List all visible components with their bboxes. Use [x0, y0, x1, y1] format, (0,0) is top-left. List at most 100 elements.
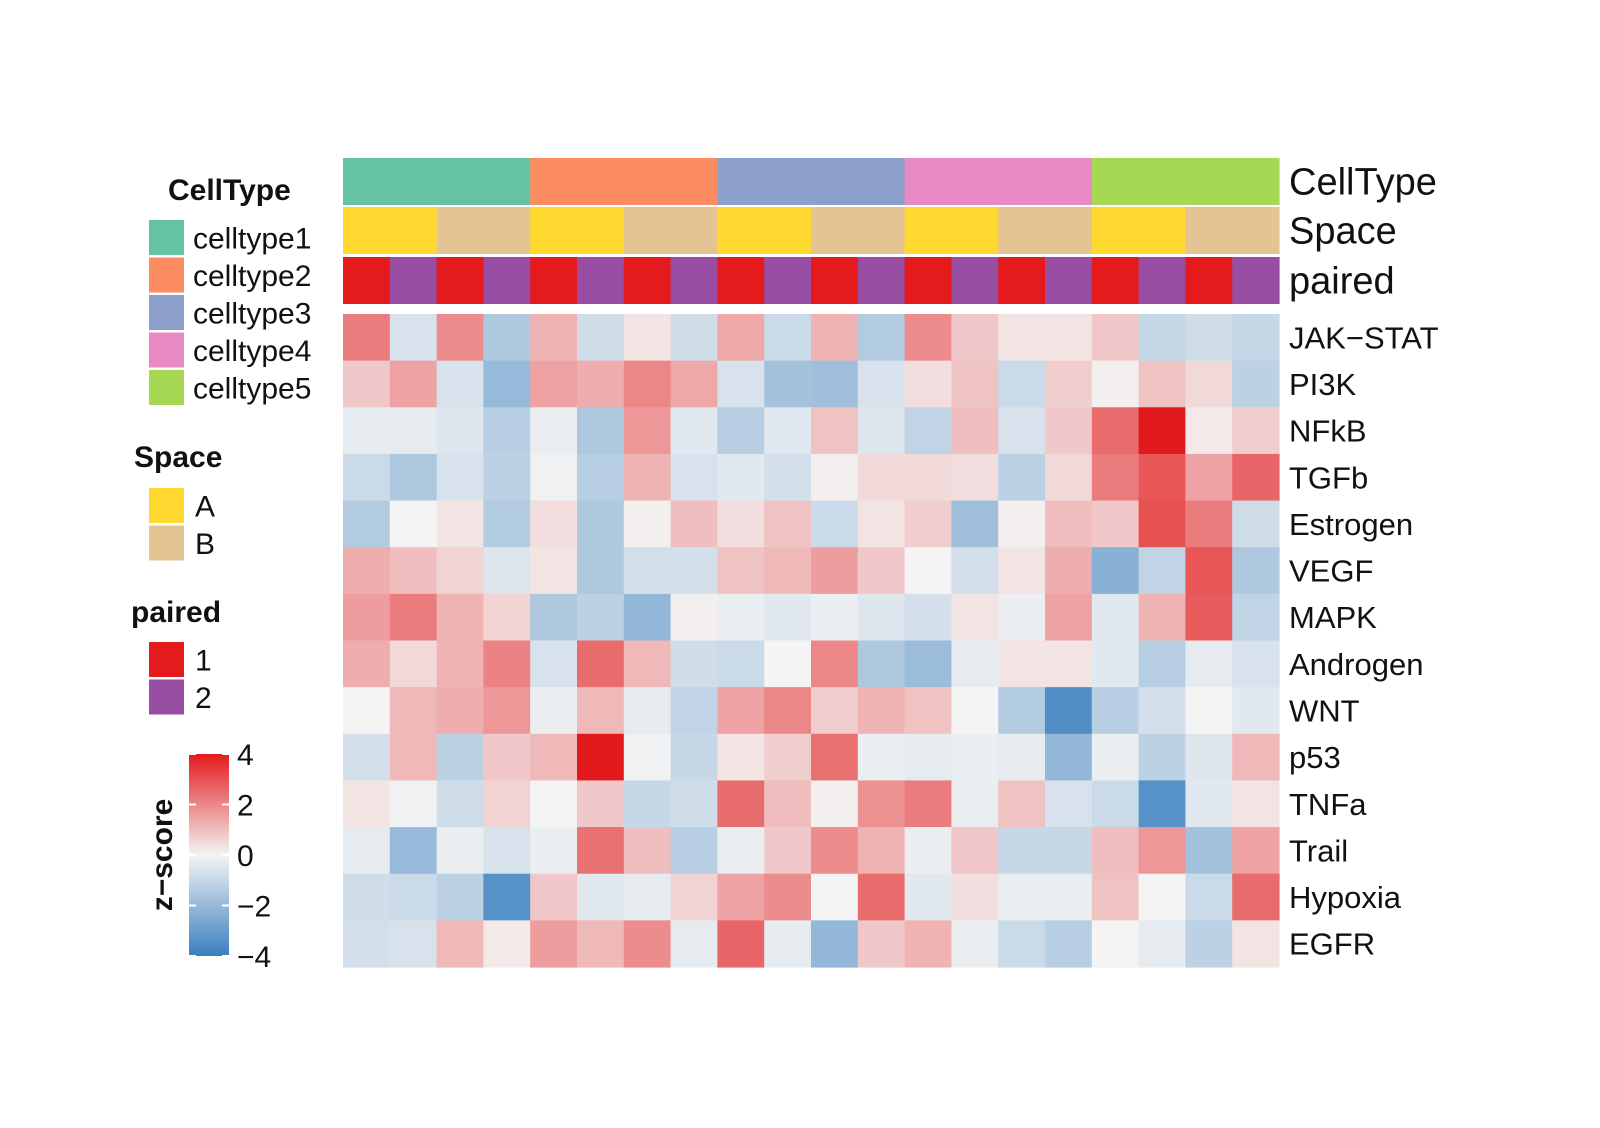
- heatmap-cell: [1232, 593, 1280, 642]
- heatmap-cell: [764, 640, 812, 688]
- heatmap-cell: [577, 873, 625, 921]
- heatmap-cell: [811, 547, 859, 595]
- annotation-cell-space: [811, 207, 859, 254]
- heatmap-cell: [1232, 547, 1280, 595]
- heatmap-cell: [1185, 827, 1233, 875]
- heatmap-cell: [764, 920, 812, 968]
- heatmap-cell: [623, 314, 672, 362]
- heatmap-cell: [1045, 827, 1093, 875]
- legend-key: [149, 370, 184, 405]
- legend-title: Space: [134, 441, 222, 474]
- heatmap-cell: [1185, 314, 1233, 362]
- heatmap-cell: [530, 687, 578, 735]
- heatmap-cell: [389, 733, 438, 782]
- row-label: Trail: [1289, 833, 1348, 868]
- heatmap-cell: [577, 827, 625, 875]
- heatmap-cell: [1138, 827, 1186, 875]
- heatmap-cell: [998, 640, 1046, 688]
- heatmap-cell: [670, 873, 718, 921]
- annotation-cell-celltype: [811, 158, 859, 205]
- heatmap-cell: [951, 873, 999, 921]
- heatmap-cell: [577, 360, 625, 408]
- heatmap-cell: [1045, 640, 1093, 688]
- legend-label: A: [195, 491, 215, 524]
- heatmap-cell: [857, 547, 906, 595]
- annotation-cell-space: [1138, 207, 1186, 254]
- annotation-cell-paired: [717, 257, 765, 304]
- annotation-cell-paired: [343, 257, 391, 304]
- row-label: NFkB: [1289, 414, 1367, 449]
- row-label: MAPK: [1289, 600, 1377, 635]
- heatmap-cell: [857, 827, 906, 875]
- heatmap-cell: [998, 547, 1046, 595]
- heatmap-cell: [717, 547, 765, 595]
- heatmap-cell: [1138, 687, 1186, 735]
- heatmap-cell: [717, 687, 765, 735]
- heatmap-cell: [530, 733, 578, 782]
- heatmap-cell: [1138, 407, 1186, 455]
- heatmap-cell: [436, 780, 484, 828]
- heatmap-cell: [436, 360, 484, 408]
- annotation-cell-celltype: [483, 158, 531, 205]
- heatmap-cell: [623, 500, 672, 548]
- annotation-cell-space: [951, 207, 999, 254]
- annotation-cell-space: [577, 207, 625, 254]
- heatmap-cell: [1185, 453, 1233, 502]
- heatmap-cell: [1045, 687, 1093, 735]
- heatmap-cell: [1138, 920, 1186, 968]
- legend-key: [149, 220, 184, 255]
- heatmap-cell: [904, 780, 952, 828]
- heatmap-cell: [343, 407, 391, 455]
- heatmap-cell: [717, 920, 765, 968]
- heatmap-cell: [1091, 873, 1140, 921]
- heatmap-cell: [343, 314, 391, 362]
- heatmap-cell: [530, 407, 578, 455]
- heatmap-cell: [1045, 593, 1093, 642]
- heatmap-cell: [577, 687, 625, 735]
- heatmap-cell: [623, 873, 672, 921]
- legend-key: [149, 295, 184, 330]
- heatmap-cell: [717, 453, 765, 502]
- heatmap-cell: [998, 593, 1046, 642]
- heatmap-cell: [483, 500, 531, 548]
- annotation-cell-space: [857, 207, 906, 254]
- heatmap-cell: [951, 733, 999, 782]
- heatmap-cell: [1232, 360, 1280, 408]
- annotation-cell-paired: [530, 257, 578, 304]
- heatmap-cell: [483, 547, 531, 595]
- heatmap-cell: [764, 453, 812, 502]
- heatmap-cell: [1185, 780, 1233, 828]
- heatmap-cell: [951, 780, 999, 828]
- heatmap-cell: [436, 687, 484, 735]
- heatmap-cell: [530, 593, 578, 642]
- annotation-cell-celltype: [998, 158, 1046, 205]
- annotation-cell-celltype: [1091, 158, 1140, 205]
- heatmap-cell: [436, 547, 484, 595]
- heatmap-cells: [343, 314, 1280, 968]
- heatmap-cell: [670, 500, 718, 548]
- heatmap-cell: [343, 360, 391, 408]
- heatmap-cell: [670, 407, 718, 455]
- annotation-cell-space: [1232, 207, 1280, 254]
- heatmap-cell: [998, 920, 1046, 968]
- annotation-cell-space: [389, 207, 438, 254]
- heatmap-cell: [811, 920, 859, 968]
- heatmap-cell: [857, 453, 906, 502]
- heatmap-cell: [483, 640, 531, 688]
- heatmap-cell: [670, 593, 718, 642]
- heatmap-cell: [1185, 687, 1233, 735]
- heatmap-cell: [951, 360, 999, 408]
- heatmap-cell: [1185, 407, 1233, 455]
- heatmap-cell: [764, 407, 812, 455]
- heatmap-cell: [904, 360, 952, 408]
- heatmap-cell: [857, 640, 906, 688]
- heatmap-cell: [530, 547, 578, 595]
- heatmap-cell: [951, 827, 999, 875]
- heatmap-cell: [904, 640, 952, 688]
- legends: CellType celltype1 celltype2 celltype3 cellt…: [131, 174, 311, 715]
- annotation-label: Space: [1289, 211, 1397, 253]
- heatmap-cell: [623, 920, 672, 968]
- annotation-cell-celltype: [389, 158, 438, 205]
- heatmap-cell: [577, 593, 625, 642]
- heatmap-cell: [764, 780, 812, 828]
